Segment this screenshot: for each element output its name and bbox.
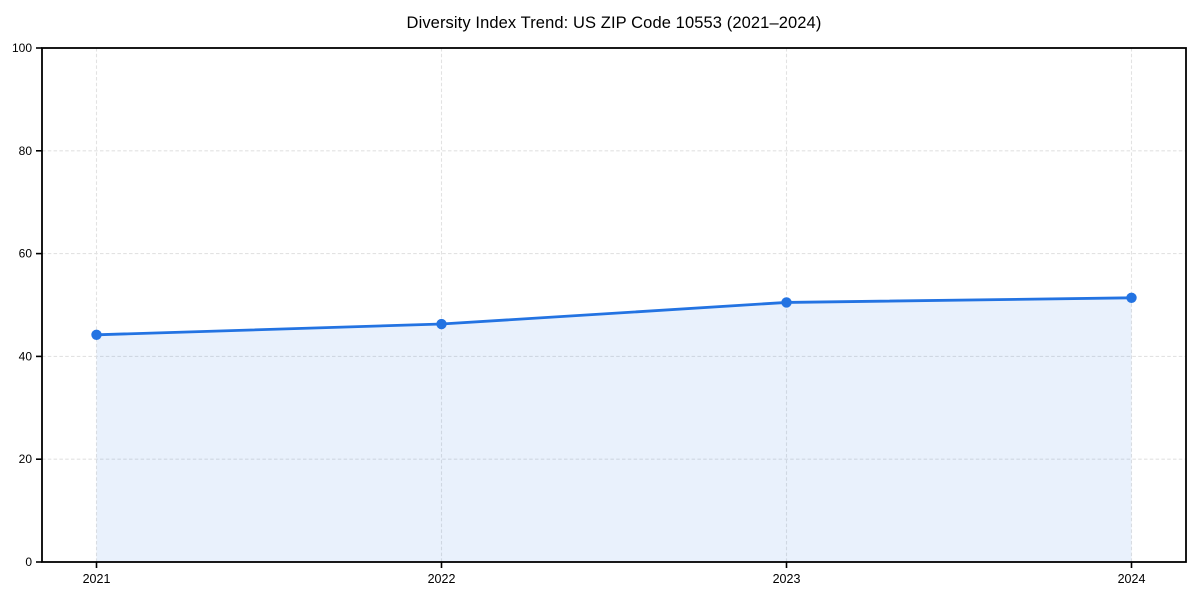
data-point-marker (1126, 292, 1137, 304)
y-tick-label: 60 (19, 247, 33, 261)
trend-line (95, 296, 1133, 337)
x-tick-label: 2022 (428, 572, 456, 586)
y-tick-label: 0 (25, 555, 32, 569)
y-tick-label: 20 (19, 452, 33, 466)
y-tick-label: 80 (19, 144, 33, 158)
data-point-marker (91, 329, 102, 341)
x-tick-label: 2024 (1118, 572, 1146, 586)
data-point-marker (436, 318, 447, 330)
x-tick-label: 2021 (83, 572, 111, 586)
x-tick-label: 2023 (773, 572, 801, 586)
plot-frame (41, 47, 1187, 563)
y-tick-label: 40 (19, 349, 33, 363)
area-fill (96, 297, 1132, 562)
data-point-marker (781, 297, 792, 308)
y-tick-label: 100 (12, 41, 32, 55)
chart-title: Diversity Index Trend: US ZIP Code 10553… (406, 14, 822, 32)
